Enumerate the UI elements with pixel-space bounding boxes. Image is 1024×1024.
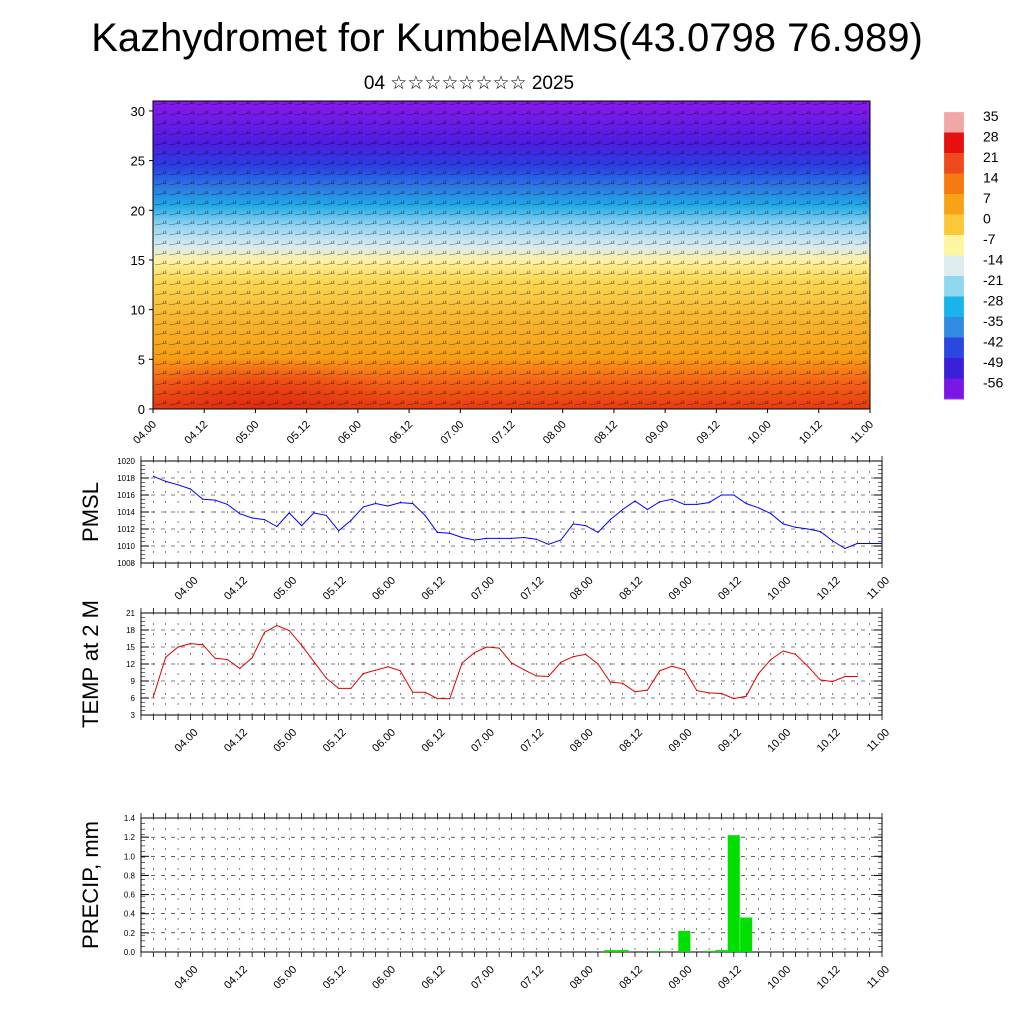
y-tick-label: 15: [131, 253, 145, 268]
x-tick-label: 06.00: [336, 419, 364, 447]
x-tick-label: 10.00: [746, 419, 774, 447]
colorbar-swatch: [944, 173, 964, 195]
colorbar-swatch: [944, 194, 964, 215]
colorbar-swatch: [944, 276, 964, 297]
x-tick-label: 09.00: [643, 419, 671, 447]
x-tick-label: 11.00: [849, 419, 876, 446]
colorbar-swatch: [944, 358, 964, 379]
colorbar-swatch: [944, 153, 964, 174]
x-tick-label: 07.12: [490, 419, 518, 447]
x-tick-label: 05.12: [285, 419, 313, 447]
y-tick-label: 30: [131, 104, 145, 119]
colorbar-label: 7: [983, 190, 991, 206]
x-tick-label: 04.00: [131, 419, 159, 447]
x-tick-label: 04.12: [182, 419, 210, 447]
x-tick-label: 08.12: [592, 419, 620, 447]
colorbar-label: -56: [983, 375, 1003, 391]
y-tick-label: 5: [138, 352, 145, 367]
x-tick-label: 06.12: [387, 419, 415, 447]
y-tick-label: 20: [131, 203, 145, 218]
x-tick-label: 07.00: [438, 419, 466, 447]
colorbar-label: -28: [983, 293, 1003, 309]
colorbar-swatch: [944, 378, 964, 400]
wind-barbs: [153, 101, 870, 409]
x-tick-label: 10.12: [797, 419, 825, 447]
x-tick-label: 08.00: [541, 419, 569, 447]
colorbar-label: -35: [983, 313, 1003, 329]
colorbar-label: -49: [983, 354, 1003, 370]
y-tick-label: 25: [131, 154, 145, 169]
colorbar-label: -14: [983, 252, 1003, 268]
colorbar-label: -7: [983, 231, 996, 247]
page-title: Kazhydromet for KumbelAMS(43.0798 76.989…: [91, 16, 923, 60]
colorbar-frame: [943, 111, 965, 400]
colorbar-label: 0: [983, 211, 991, 227]
colorbar-label: 14: [983, 170, 999, 186]
colorbar-label: 28: [983, 129, 999, 145]
colorbar-label: -21: [983, 272, 1003, 288]
colorbar-swatch: [944, 214, 964, 236]
x-tick-label: 09.12: [695, 419, 723, 447]
y-tick-label: 0: [138, 402, 145, 417]
y-tick-label: 10: [131, 303, 145, 318]
colorbar-swatch: [944, 337, 964, 359]
colorbar-label: -42: [983, 334, 1003, 350]
x-tick-label: 05.00: [234, 419, 262, 447]
colorbar-label: 35: [983, 108, 999, 124]
colorbar-swatch: [944, 112, 964, 133]
colorbar-label: 21: [983, 149, 999, 165]
colorbar-swatch: [944, 296, 964, 318]
colorbar-swatch: [944, 255, 964, 277]
colorbar-swatch: [944, 132, 964, 154]
page-subtitle: 04 ☆☆☆☆☆☆☆☆ 2025: [363, 73, 575, 94]
colorbar-swatch: [944, 317, 964, 338]
colorbar-swatch: [944, 235, 964, 256]
